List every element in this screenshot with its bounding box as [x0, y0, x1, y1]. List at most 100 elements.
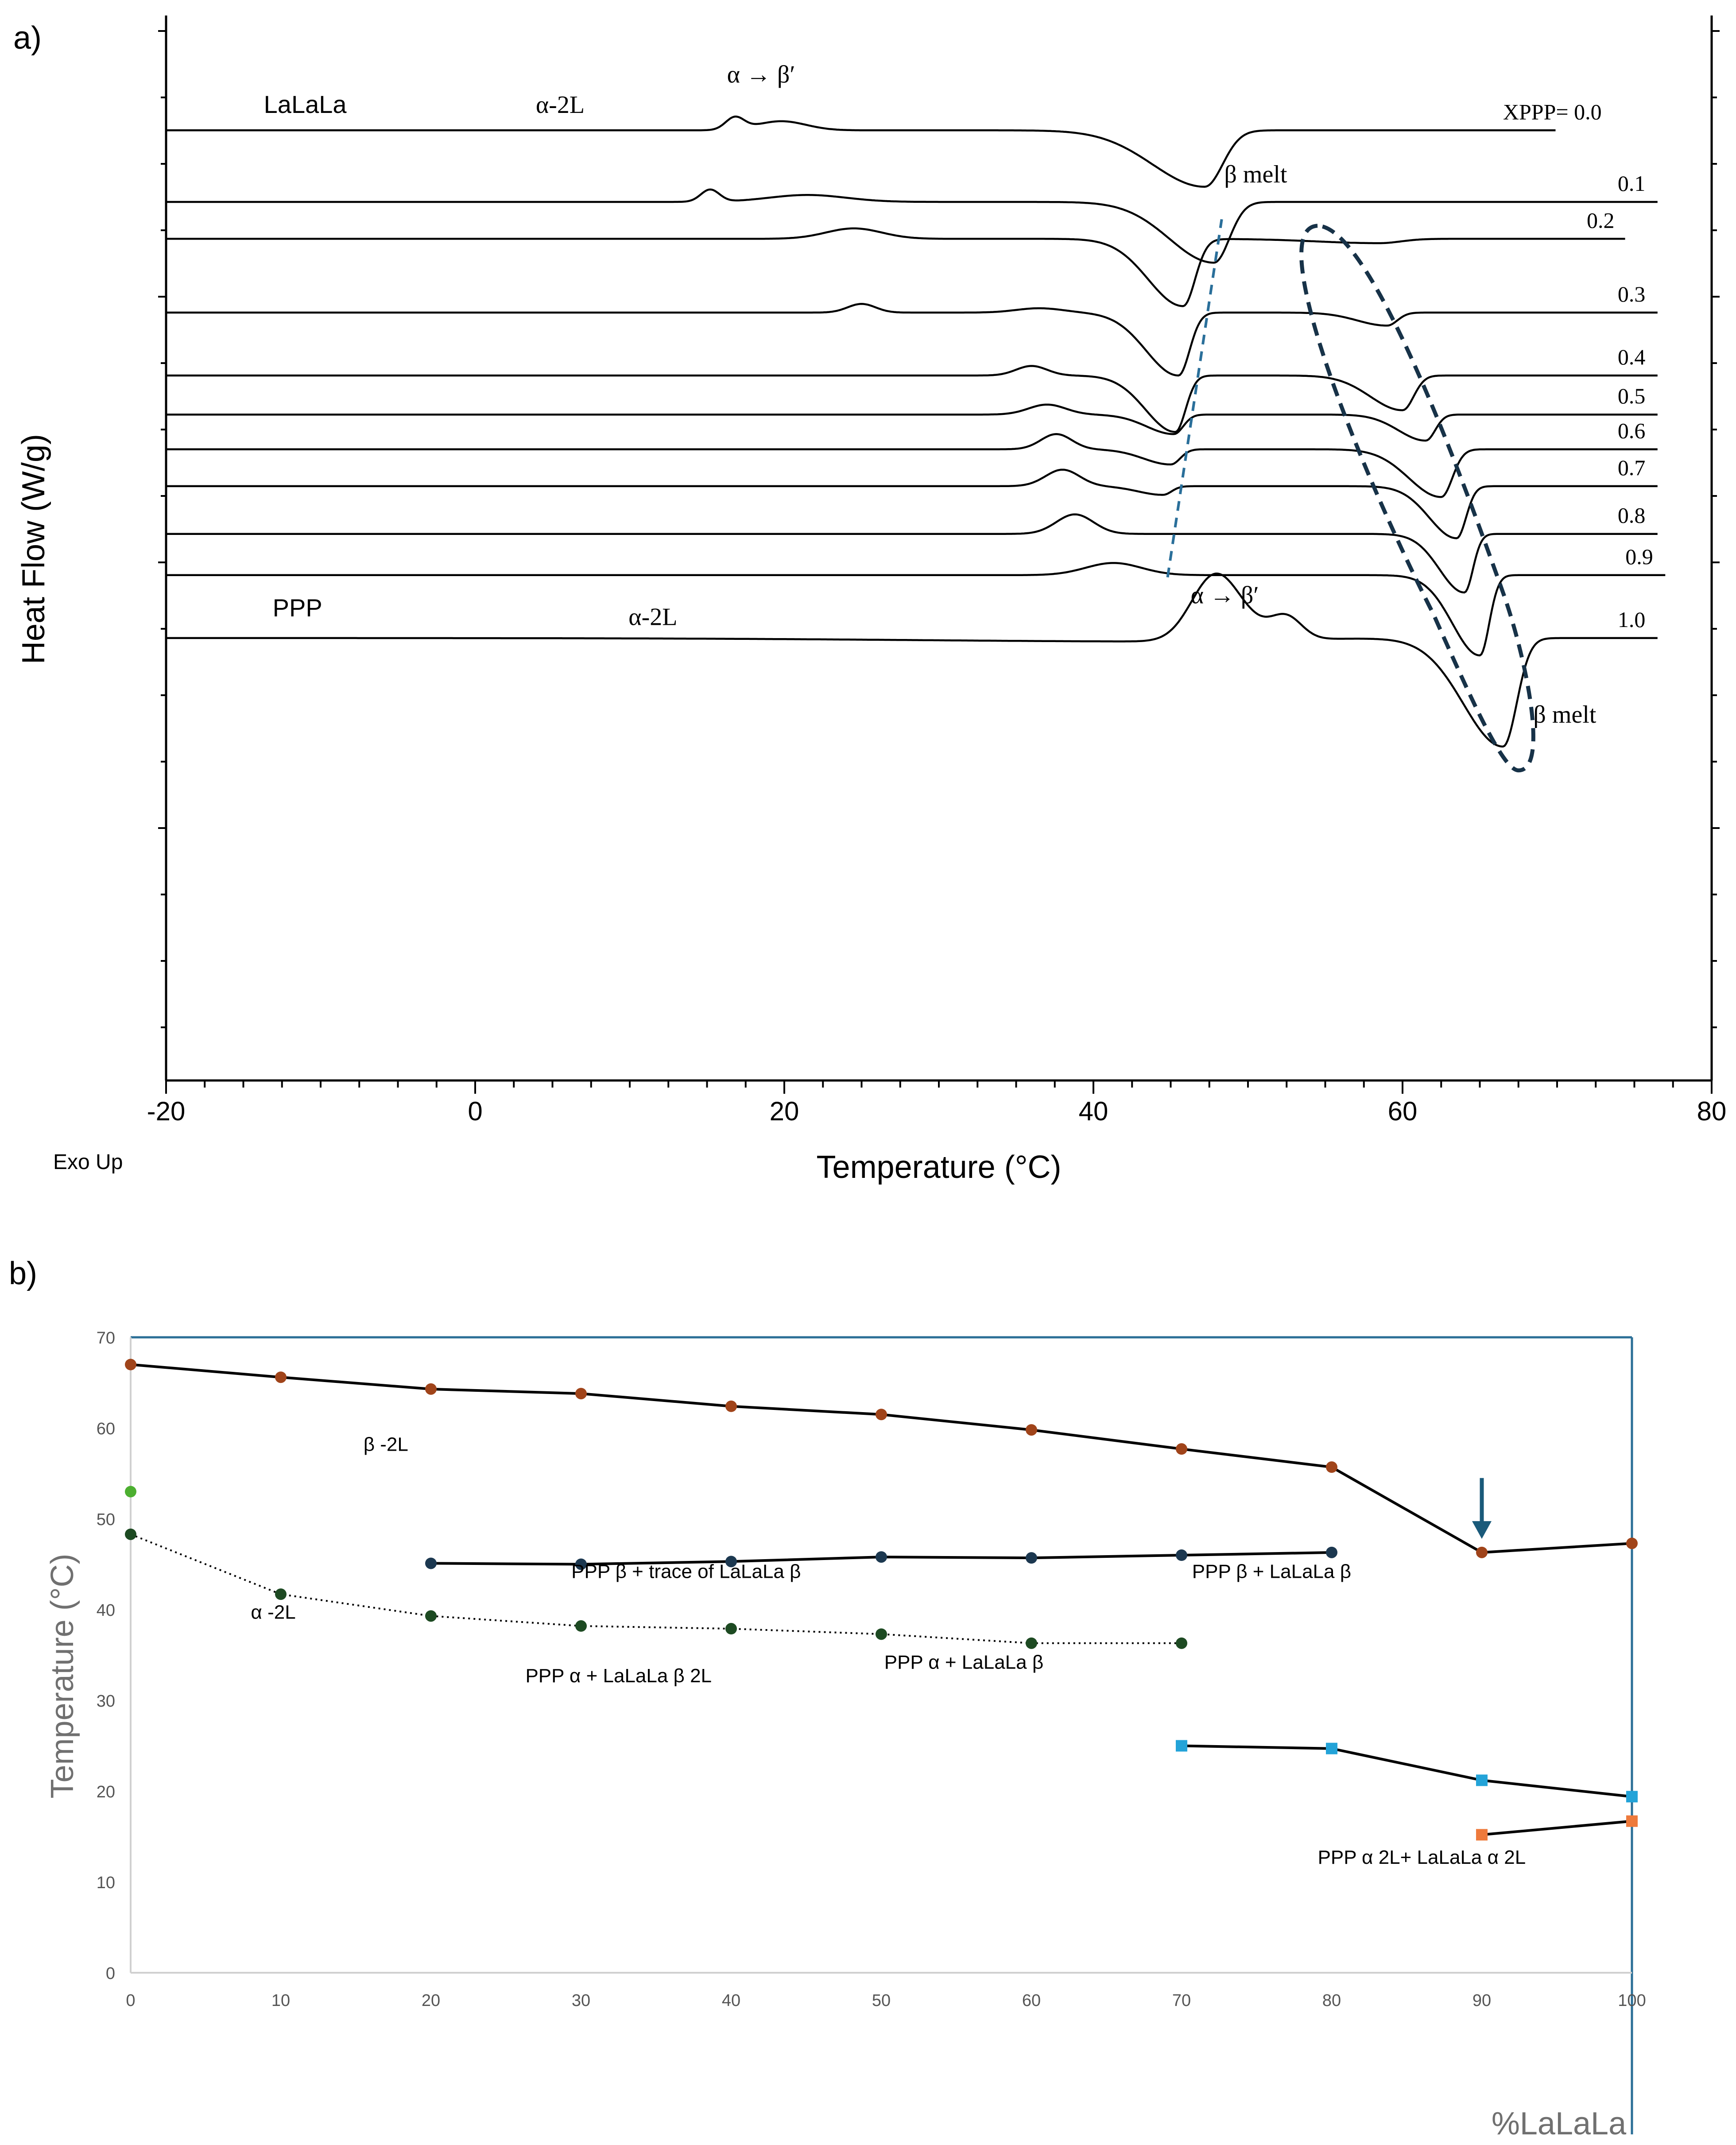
phase-point — [125, 1359, 136, 1371]
dsc-curve-label: 0.7 — [1618, 455, 1646, 480]
dsc-x-axis-label: Temperature (°C) — [817, 1150, 1062, 1185]
dsc-y-axis-label: Heat Flow (W/g) — [16, 434, 51, 664]
dsc-ticks: -20 0 20 40 60 80 — [147, 30, 1727, 1126]
phase-series-line-2 — [130, 1533, 1182, 1644]
phase-point — [1626, 1815, 1638, 1827]
phase-y-axis-label: Temperature (°C) — [45, 1554, 80, 1799]
dsc-x-tick-label: 40 — [1079, 1096, 1108, 1126]
dsc-annotation: PPP — [273, 594, 322, 622]
phase-x-tick-label: 60 — [1022, 1991, 1041, 2010]
dsc-curve-label: 0.2 — [1587, 208, 1615, 232]
phase-point — [725, 1623, 737, 1635]
phase-x-tick-label: 10 — [271, 1991, 290, 2010]
phase-x-tick-label: 70 — [1172, 1991, 1191, 2010]
dsc-thermogram-chart: -20 0 20 40 60 80 XPPP= 0.0 0.10.2 0.3 0.4 0.5 0.6… — [16, 15, 1726, 1185]
phase-point — [1476, 1546, 1488, 1558]
dsc-curves — [166, 116, 1666, 748]
phase-point — [1176, 1443, 1187, 1455]
phase-point — [125, 1528, 136, 1540]
dsc-curve-0.0 — [166, 116, 1556, 188]
dsc-curve-label: 0.9 — [1625, 544, 1653, 569]
dsc-x-tick-label: 60 — [1388, 1096, 1418, 1126]
phase-arrow-head — [1472, 1521, 1492, 1539]
phase-point — [1626, 1537, 1638, 1549]
phase-x-tick-label: 0 — [126, 1991, 135, 2010]
dsc-x-tick-label: 0 — [468, 1096, 482, 1126]
phase-annotation: β -2L — [364, 1433, 408, 1455]
phase-x-tick-label: 90 — [1472, 1991, 1491, 2010]
phase-point — [1326, 1461, 1337, 1473]
phase-y-tick-label: 50 — [97, 1510, 115, 1529]
phase-point — [876, 1551, 887, 1563]
phase-point — [1026, 1637, 1037, 1649]
phase-y-tick-label: 60 — [97, 1420, 115, 1438]
dsc-curve-0.6 — [166, 433, 1658, 498]
phase-x-tick-label: 30 — [572, 1991, 590, 2010]
phase-y-tick-label: 10 — [97, 1874, 115, 1892]
phase-point — [725, 1556, 737, 1568]
dsc-annotation: α-2L — [536, 91, 585, 119]
phase-point — [876, 1409, 887, 1421]
dsc-curve-0.2 — [166, 227, 1625, 307]
phase-x-tick-label: 20 — [422, 1991, 440, 2010]
dsc-curve-0.8 — [166, 513, 1658, 594]
dsc-annotation: LaLaLa — [264, 90, 347, 118]
panel-b-label: b) — [9, 1256, 37, 1291]
phase-y-tick-label: 20 — [97, 1783, 115, 1801]
phase-series-line-5 — [1481, 1820, 1632, 1836]
phase-point — [275, 1371, 287, 1383]
dsc-curve-0.5 — [166, 403, 1658, 442]
dsc-annotation: α-2L — [628, 604, 677, 631]
phase-y-tick-label: 40 — [97, 1601, 115, 1620]
phase-series — [125, 1359, 1638, 1841]
phase-point — [425, 1610, 437, 1622]
phase-x-tick-label: 100 — [1618, 1991, 1646, 2010]
phase-point — [876, 1628, 887, 1640]
phase-point — [1626, 1791, 1638, 1803]
phase-ticks: 0 10 20 30 40 50 60 70 0 10 20 30 40 50 60 70 80 90 100 — [97, 1329, 1646, 2010]
phase-x-tick-label: 40 — [722, 1991, 740, 2010]
phase-point — [1176, 1549, 1187, 1561]
phase-point — [1026, 1552, 1037, 1564]
dsc-curve-1.0 — [166, 573, 1658, 748]
phase-point — [575, 1388, 587, 1400]
dsc-curve-label: 0.3 — [1618, 282, 1646, 306]
phase-annotation: PPP β + trace of LaLaLa β — [571, 1560, 801, 1582]
phase-point — [425, 1383, 437, 1395]
dsc-curve-label: 1.0 — [1618, 607, 1646, 632]
dsc-curve-label: 0.4 — [1618, 345, 1646, 369]
phase-annotation: PPP α + LaLaLa β — [884, 1651, 1043, 1673]
phase-annotations: β -2L PPP β + trace of LaLaLa β PPP β + La… — [251, 1433, 1526, 1868]
phase-point — [575, 1558, 587, 1570]
dsc-curve-label: 0.1 — [1618, 171, 1646, 196]
dsc-curve-0.1 — [166, 188, 1658, 264]
phase-y-tick-label: 70 — [97, 1329, 115, 1347]
dsc-x-tick-label: -20 — [147, 1096, 186, 1126]
dsc-curve-0.7 — [166, 468, 1658, 539]
dsc-x-tick-label: 80 — [1697, 1096, 1727, 1126]
dsc-annotation: β melt — [1533, 701, 1596, 728]
dsc-curve-0.3 — [166, 303, 1658, 377]
phase-point — [275, 1588, 287, 1600]
dsc-curve-label: XPPP= 0.0 — [1503, 99, 1602, 124]
phase-point — [1476, 1774, 1488, 1786]
phase-diagram-chart: 0 10 20 30 40 50 60 70 0 10 20 30 40 50 60 70 80 90 100 β … — [45, 1329, 1646, 2141]
panel-a-label: a) — [13, 20, 42, 56]
phase-x-tick-label: 50 — [872, 1991, 891, 2010]
phase-point — [1176, 1740, 1187, 1752]
phase-annotation: PPP α 2L+ LaLaLa α 2L — [1318, 1847, 1526, 1868]
exo-up-note: Exo Up — [53, 1150, 123, 1174]
phase-point — [725, 1400, 737, 1412]
dsc-guides — [1166, 219, 1535, 773]
dsc-annotation: β melt — [1224, 161, 1287, 188]
phase-y-tick-label: 0 — [106, 1964, 115, 1983]
phase-annotation: PPP α + LaLaLa β 2L — [525, 1665, 712, 1687]
phase-point — [1476, 1829, 1488, 1841]
dsc-dashed-ellipse — [1299, 224, 1535, 773]
phase-x-axis-label: %LaLaLa — [1492, 2106, 1627, 2141]
phase-y-tick-label: 30 — [97, 1692, 115, 1711]
dsc-curve-labels: XPPP= 0.0 0.10.2 0.3 0.4 0.5 0.6 0.7 0.8 0.9 1.0 — [1503, 99, 1653, 632]
dsc-curve-label: 0.8 — [1618, 503, 1646, 528]
phase-point — [1326, 1546, 1337, 1558]
